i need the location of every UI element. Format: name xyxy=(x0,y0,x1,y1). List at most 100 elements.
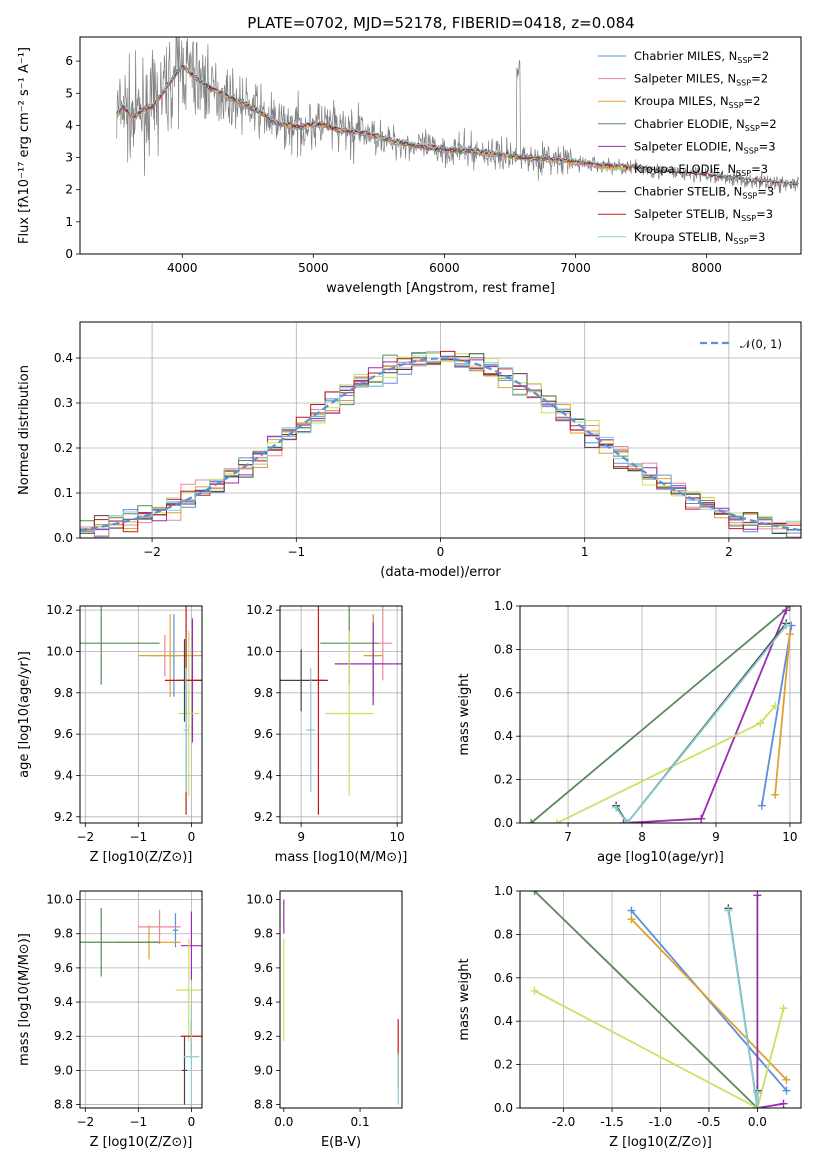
y-tick-label: 9.4 xyxy=(254,995,273,1009)
y-tick-label: 0.2 xyxy=(54,441,73,455)
panel-mass-weight-vs-metallicity: -2.0 -1.5 -1.0 -0.5 0.0 0.0 0.2 0.4 0.6 0.8 1.0 Z [… xyxy=(457,884,802,1150)
y-tick-label: 5 xyxy=(65,86,73,100)
legend-suffix: =3 xyxy=(751,162,768,176)
x-tick-label: 1 xyxy=(581,545,589,559)
x-axis-label: mass [log10(M/M⊙)] xyxy=(275,850,408,865)
panel-mass-vs-extinction: 0.0 0.1 8.8 9.0 9.2 9.4 9.6 9.8 10.0 E(B-V) xyxy=(246,890,403,1150)
panel-age-vs-metallicity: −2 −1 0 9.2 9.4 9.6 9.8 10.0 10.2 Z [log10(Z/Z⊙)]… xyxy=(17,603,203,865)
x-tick-label: −1 xyxy=(129,830,147,844)
model-line xyxy=(116,62,799,185)
x-tick-label: -1.5 xyxy=(600,1115,623,1129)
y-tick-label: 0.0 xyxy=(494,816,513,830)
y-tick-label: 2 xyxy=(65,183,73,197)
y-tick-label: 9.8 xyxy=(54,927,73,941)
x-tick-label: -2.0 xyxy=(552,1115,575,1129)
y-tick-label: 9.2 xyxy=(254,810,273,824)
x-tick-label: 7000 xyxy=(560,261,591,275)
legend-suffix: =2 xyxy=(744,94,761,108)
y-tick-label: 9.6 xyxy=(54,961,73,975)
legend-entry: Salpeter ELODIE, NSSP=3 xyxy=(634,139,776,155)
panel-residual-histogram: −2 −1 0 1 2 0.0 0.1 0.2 0.3 0.4 (data-model)/error… xyxy=(17,321,802,580)
y-tick-label: 9.2 xyxy=(54,810,73,824)
legend-entry: 𝒩(0, 1) xyxy=(740,337,782,351)
legend-suffix: =3 xyxy=(756,207,773,221)
plot-area xyxy=(280,606,402,815)
legend-entry: Chabrier ELODIE, NSSP=2 xyxy=(634,117,777,133)
data-spectrum xyxy=(116,37,799,194)
x-axis-label: Z [log10(Z/Z⊙)] xyxy=(90,1135,193,1150)
legend-entry: Kroupa STELIB, NSSP=3 xyxy=(634,230,765,246)
panel-mass-weight-vs-age: 7 8 9 10 0.0 0.2 0.4 0.6 0.8 1.0 age [log10(age/yr… xyxy=(457,599,802,865)
model-line xyxy=(116,64,547,162)
weight-line xyxy=(556,705,776,823)
plot-area xyxy=(116,37,799,194)
weight-line xyxy=(760,625,793,806)
y-tick-label: 0.1 xyxy=(54,486,73,500)
y-tick-label: 9.6 xyxy=(254,961,273,975)
y-tick-label: 0.6 xyxy=(494,971,513,985)
y-tick-label: 1.0 xyxy=(494,884,513,898)
y-tick-label: 10.0 xyxy=(46,893,73,907)
x-tick-label: 0 xyxy=(188,1115,196,1129)
axes-frame xyxy=(519,890,802,1109)
weight-line xyxy=(727,910,759,1108)
legend-suffix: =2 xyxy=(751,72,768,86)
plot-area xyxy=(527,606,796,823)
y-tick-label: 9.2 xyxy=(254,1029,273,1043)
x-tick-label: 7 xyxy=(564,830,572,844)
y-tick-label: 10.0 xyxy=(246,644,273,658)
x-tick-label: −2 xyxy=(76,830,94,844)
x-tick-label: 10 xyxy=(390,830,405,844)
y-tick-label: 0.2 xyxy=(494,773,513,787)
legend-subscript: SSP xyxy=(744,146,759,155)
x-tick-label: 0 xyxy=(188,830,196,844)
y-tick-label: 10.2 xyxy=(246,603,273,617)
y-axis-label: Normed distribution xyxy=(17,365,32,495)
y-tick-label: 0.3 xyxy=(54,396,73,410)
plot-area xyxy=(80,606,202,815)
legend-suffix: =2 xyxy=(760,117,777,131)
y-tick-label: 9.8 xyxy=(254,686,273,700)
y-tick-label: 10.0 xyxy=(46,644,73,658)
y-tick-label: 0 xyxy=(65,247,73,261)
y-axis-label: mass weight xyxy=(457,673,472,755)
x-tick-label: 6000 xyxy=(429,261,460,275)
y-tick-label: 0.6 xyxy=(494,686,513,700)
legend-suffix: =3 xyxy=(759,139,776,153)
x-tick-label: 10 xyxy=(782,830,797,844)
y-tick-label: 9.0 xyxy=(254,1063,273,1077)
legend-subscript: SSP xyxy=(734,237,749,246)
panel-mass-vs-metallicity: −2 −1 0 8.8 9.0 9.2 9.4 9.6 9.8 10.0 Z [log10(Z/Z⊙… xyxy=(17,890,203,1150)
y-tick-label: 10.0 xyxy=(246,893,273,907)
plot-area xyxy=(283,899,399,1105)
legend-entry: Chabrier MILES, NSSP=2 xyxy=(634,49,769,65)
x-tick-label: 0.0 xyxy=(748,1115,767,1129)
y-tick-label: 0.0 xyxy=(494,1101,513,1115)
y-tick-label: 6 xyxy=(65,54,73,68)
y-tick-label: 9.6 xyxy=(54,727,73,741)
axes-frame xyxy=(519,605,802,824)
y-tick-label: 10.2 xyxy=(46,603,73,617)
y-axis-label: mass weight xyxy=(457,958,472,1040)
legend-subscript: SSP xyxy=(736,79,751,88)
x-tick-label: 9 xyxy=(297,830,305,844)
x-tick-label: 4000 xyxy=(167,261,198,275)
axes-frame xyxy=(79,605,203,824)
weight-line xyxy=(756,895,784,1108)
x-tick-label: 8 xyxy=(638,830,646,844)
x-axis-label: (data-model)/error xyxy=(380,565,501,580)
legend-subscript: SSP xyxy=(741,214,756,223)
y-tick-label: 0.4 xyxy=(494,1014,513,1028)
x-axis-label: Z [log10(Z/Z⊙)] xyxy=(90,850,193,865)
y-tick-label: 9.8 xyxy=(54,686,73,700)
y-tick-label: 9.4 xyxy=(54,995,73,1009)
x-tick-label: 2 xyxy=(725,545,733,559)
axes-frame xyxy=(79,890,203,1109)
panel-age-vs-mass: 9 10 9.2 9.4 9.6 9.8 10.0 10.2 mass [log10(M/M⊙)… xyxy=(246,603,408,865)
weight-line xyxy=(630,918,788,1081)
legend-suffix: =3 xyxy=(749,230,766,244)
y-axis-label: mass [log10(M/M⊙)] xyxy=(17,933,32,1066)
legend-entry: Kroupa MILES, NSSP=2 xyxy=(634,94,760,110)
x-tick-label: 0.0 xyxy=(274,1115,293,1129)
y-tick-label: 9.6 xyxy=(254,727,273,741)
